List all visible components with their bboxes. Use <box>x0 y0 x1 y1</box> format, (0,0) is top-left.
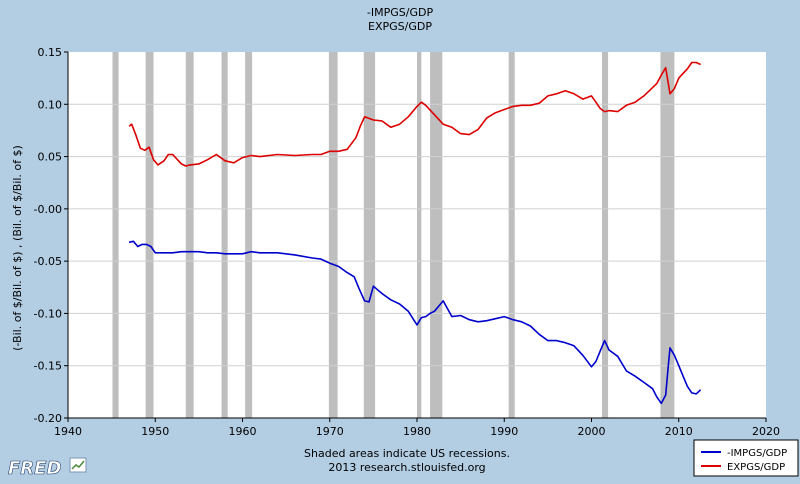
recession-shading <box>112 52 675 418</box>
x-tick-label: 1960 <box>229 425 257 438</box>
recession-bar <box>112 52 119 418</box>
fred-logo-text: FRED <box>8 458 61 479</box>
y-axis-label: (-Bil. of $/Bil. of $) , (Bil. of $/Bil.… <box>11 145 24 351</box>
recession-bar <box>145 52 154 418</box>
recession-bar <box>430 52 443 418</box>
series-line-impgs <box>128 240 702 405</box>
x-tick-label: 1940 <box>54 425 82 438</box>
y-tick-label: -0.20 <box>34 412 62 425</box>
x-tick-label: 2000 <box>578 425 606 438</box>
x-tick-label: 1950 <box>141 425 169 438</box>
x-tick-label: 2020 <box>752 425 780 438</box>
recession-bar <box>363 52 376 418</box>
x-tick-label: 1980 <box>403 425 431 438</box>
y-tick-label: -0.10 <box>34 307 62 320</box>
recession-bar <box>245 52 253 418</box>
chart-subtitle: EXPGS/GDP <box>368 20 432 33</box>
fred-logo-icon-line <box>71 460 85 470</box>
footer-recession-note: Shaded areas indicate US recessions. <box>304 447 510 460</box>
legend-label-impgs: -IMPGS/GDP <box>727 448 787 459</box>
recession-bar <box>328 52 338 418</box>
y-tick-label: 0.15 <box>38 46 63 59</box>
series-lines <box>128 61 702 405</box>
recession-bar <box>185 52 194 418</box>
legend: -IMPGS/GDP EXPGS/GDP <box>693 439 799 477</box>
chart-title: -IMPGS/GDP <box>367 6 434 19</box>
y-tick-label: -0.00 <box>34 203 62 216</box>
y-tick-label: -0.05 <box>34 255 62 268</box>
recession-bar <box>508 52 515 418</box>
y-tick-label: -0.15 <box>34 360 62 373</box>
recession-bar <box>221 52 228 418</box>
x-tick-label: 1970 <box>316 425 344 438</box>
recession-bar <box>601 52 609 418</box>
y-tick-label: 0.05 <box>38 151 63 164</box>
recession-bar <box>417 52 422 418</box>
recession-bar <box>660 52 675 418</box>
x-tick-label: 2010 <box>665 425 693 438</box>
fred-logo-icon <box>69 457 87 473</box>
x-tick-label: 1990 <box>490 425 518 438</box>
legend-box <box>693 439 799 477</box>
legend-label-expgs: EXPGS/GDP <box>727 462 785 473</box>
y-tick-label: 0.10 <box>38 98 63 111</box>
axes: -0.20 -0.15 -0.10 -0.05 -0.00 0.05 0.10 0.15 194… <box>34 46 780 438</box>
gridlines <box>68 103 766 367</box>
footer-source: 2013 research.stlouisfed.org <box>328 461 485 474</box>
fred-logo: FRED <box>8 457 87 479</box>
series-line-expgs <box>128 61 701 167</box>
